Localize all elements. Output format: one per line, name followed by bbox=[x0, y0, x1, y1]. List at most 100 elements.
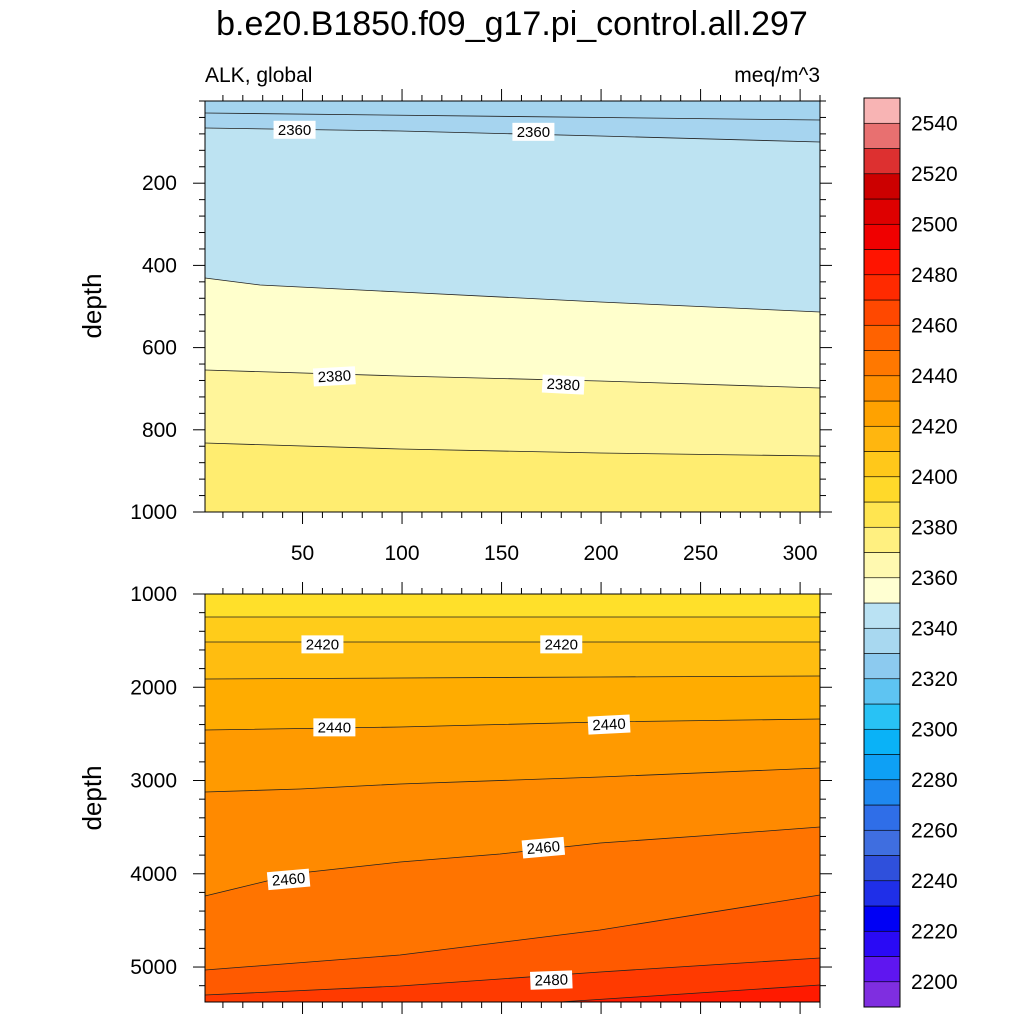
colorbar-swatch bbox=[863, 526, 901, 553]
contour-label: 2420 bbox=[540, 635, 583, 654]
colorbar-swatch bbox=[863, 97, 901, 124]
contour-band bbox=[205, 594, 820, 617]
contour-band bbox=[205, 676, 820, 730]
contour-band bbox=[205, 278, 820, 388]
colorbar-swatch bbox=[863, 880, 901, 907]
contour-line bbox=[559, 984, 821, 1003]
contour-label: 2480 bbox=[530, 970, 573, 990]
upper-panel: 50 100 150 200 250 300 200 400 600 800 1000 depth 23… bbox=[77, 89, 832, 565]
colorbar-swatch bbox=[863, 930, 901, 957]
contour-line bbox=[204, 277, 821, 313]
x-tick-label: 250 bbox=[683, 542, 718, 565]
colorbar-swatch bbox=[863, 299, 901, 326]
y-tick-label: 200 bbox=[142, 172, 177, 195]
colorbar-swatch bbox=[863, 981, 901, 1008]
colorbar-swatch bbox=[863, 678, 901, 705]
contour-band bbox=[205, 101, 820, 120]
contour-label-box bbox=[512, 122, 555, 141]
colorbar-swatch bbox=[863, 829, 901, 856]
colorbar-label: 2320 bbox=[911, 668, 958, 691]
colorbar-label: 2380 bbox=[911, 516, 958, 539]
colorbar-label: 2240 bbox=[911, 870, 958, 893]
contour-label: 2420 bbox=[301, 635, 344, 654]
colorbar-swatch bbox=[863, 653, 901, 680]
contour-label: 2440 bbox=[587, 714, 631, 735]
contour-label: 2380 bbox=[541, 374, 585, 395]
contour-line bbox=[204, 369, 821, 389]
contour-band bbox=[205, 895, 820, 995]
contour-line bbox=[204, 675, 821, 680]
colorbar-label: 2340 bbox=[911, 617, 958, 640]
y-tick-label: 400 bbox=[142, 254, 177, 277]
colorbar-swatch bbox=[863, 400, 901, 427]
x-tick-label: 50 bbox=[291, 542, 314, 565]
contour-band bbox=[205, 370, 820, 456]
contour-label: 2380 bbox=[312, 366, 356, 387]
contour-line bbox=[204, 718, 821, 731]
y-tick-label: 600 bbox=[142, 337, 177, 360]
colorbar-swatch bbox=[863, 451, 901, 478]
x-tick-label: 200 bbox=[584, 542, 619, 565]
contour-line bbox=[204, 957, 821, 996]
colorbar-swatch bbox=[863, 223, 901, 250]
colorbar-swatch bbox=[863, 324, 901, 351]
colorbar-label: 2520 bbox=[911, 163, 958, 186]
contour-label-box bbox=[313, 718, 356, 737]
colorbar-label: 2280 bbox=[911, 769, 958, 792]
colorbar-swatch bbox=[863, 728, 901, 755]
colorbar-label: 2480 bbox=[911, 264, 958, 287]
contour-label-text: 2420 bbox=[545, 636, 578, 653]
contour-line bbox=[204, 767, 821, 793]
colorbar-swatch bbox=[863, 375, 901, 402]
x-tick-label: 150 bbox=[484, 542, 519, 565]
colorbar-swatch bbox=[863, 350, 901, 377]
contour-label: 2360 bbox=[512, 122, 555, 141]
contour-label-text: 2380 bbox=[546, 376, 580, 395]
contour-label-text: 2440 bbox=[592, 716, 626, 735]
contour-label-box bbox=[266, 868, 311, 891]
contour-label-box bbox=[273, 120, 316, 139]
colorbar-label: 2540 bbox=[911, 112, 958, 135]
y-tick-label: 4000 bbox=[130, 863, 177, 886]
contour-label-text: 2420 bbox=[306, 636, 339, 653]
y-tick-label: 1000 bbox=[130, 501, 177, 524]
colorbar-swatch bbox=[863, 754, 901, 781]
contour-label-box bbox=[540, 635, 583, 654]
y-tick-label: 800 bbox=[142, 419, 177, 442]
colorbar-swatch bbox=[863, 627, 901, 654]
colorbar-label: 2260 bbox=[911, 819, 958, 842]
colorbar-label: 2460 bbox=[911, 314, 958, 337]
contour-label-box bbox=[530, 970, 573, 990]
colorbar-label: 2360 bbox=[911, 567, 958, 590]
contour-band bbox=[205, 443, 820, 512]
contour-line bbox=[204, 894, 821, 971]
chart-title: b.e20.B1850.f09_g17.pi_control.all.297 bbox=[216, 5, 808, 43]
colorbar-frame bbox=[863, 97, 901, 1008]
contour-label: 2360 bbox=[273, 120, 316, 139]
contour-band bbox=[205, 128, 820, 312]
y-axis-label: depth bbox=[77, 765, 107, 830]
colorbar: 2200 2220 2240 2260 2280 2300 2320 2340 2360 2380… bbox=[863, 97, 958, 1008]
contour-label-text: 2480 bbox=[534, 972, 568, 990]
contour-label-box bbox=[312, 366, 356, 387]
colorbar-swatch bbox=[863, 577, 901, 604]
contour-label-text: 2460 bbox=[271, 870, 306, 890]
contour-label-text: 2360 bbox=[278, 122, 311, 139]
contour-label: 2440 bbox=[313, 718, 356, 737]
colorbar-swatch bbox=[863, 249, 901, 276]
contour-label-text: 2360 bbox=[517, 124, 550, 141]
contour-label-box bbox=[587, 714, 631, 735]
lower-panel: 1000 2000 3000 4000 5000 depth 2420 2420 2440 244… bbox=[77, 582, 832, 1014]
colorbar-label: 2400 bbox=[911, 466, 958, 489]
contour-label-text: 2460 bbox=[526, 838, 561, 858]
colorbar-swatch bbox=[863, 122, 901, 149]
contour-label-box bbox=[301, 635, 344, 654]
contour-band bbox=[205, 719, 820, 792]
colorbar-swatch bbox=[863, 476, 901, 503]
contour-line bbox=[204, 442, 821, 457]
colorbar-swatch bbox=[863, 425, 901, 452]
contour-band bbox=[205, 768, 820, 896]
contour-label: 2460 bbox=[521, 836, 566, 859]
colorbar-swatch bbox=[863, 804, 901, 831]
